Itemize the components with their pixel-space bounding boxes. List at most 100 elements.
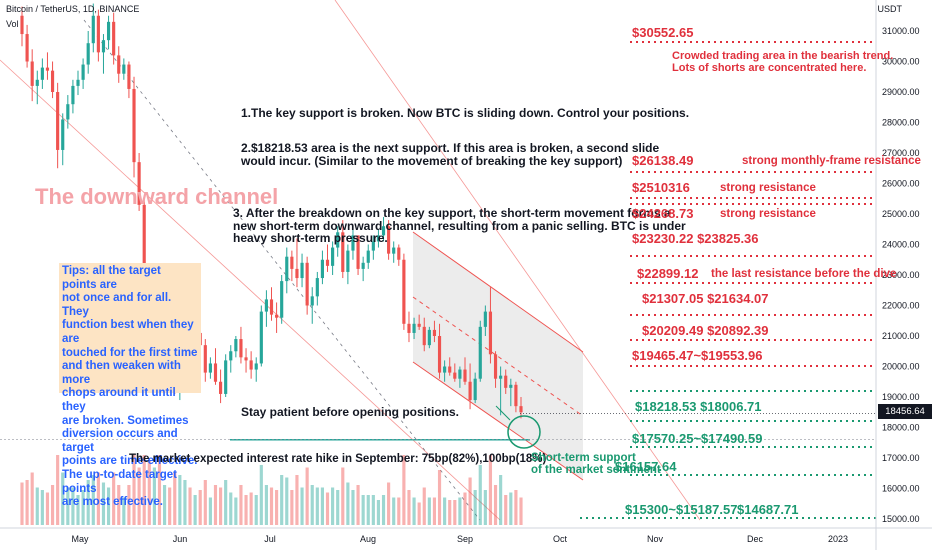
level-r9: $19465.47~$19553.96 [632,348,763,363]
y-tick-label: 16000.00 [882,484,920,494]
overlays [0,41,876,519]
volume-bar [259,465,263,525]
candle-body [117,55,121,74]
candle-body [239,339,243,358]
candle-body [443,366,447,373]
candle-body [351,235,355,251]
volume-bar [443,497,447,525]
candle-body [285,256,289,282]
support-circle [507,415,541,449]
volume-bar [244,495,248,525]
volume-bar [478,465,482,525]
volume-bar [519,497,523,525]
level-s4: $15300~$15187.57 [625,502,738,517]
candle-body [346,250,350,272]
volume-bar [152,467,156,525]
volume-bar [290,490,294,525]
x-tick-label: 2023 [828,534,848,544]
y-tick-label: 20000.00 [882,362,920,372]
volume-bar [269,487,274,525]
level-r6: $22899.12 [637,266,699,281]
volume-bar [96,472,100,525]
volume-bar [162,485,167,525]
candle-body [478,326,482,379]
volume-bar [351,490,355,525]
volume-bar [208,497,212,525]
candle-body [310,296,314,306]
candle-body [417,323,421,327]
tip-line: are broken. Sometimes [62,414,189,427]
volume-bar [407,490,411,525]
candle-body [514,384,518,407]
candle-body [305,262,309,306]
volume-bar [514,490,518,525]
volume-bar [142,455,146,525]
candle-body [213,363,218,382]
level-r6-desc: the last resistance before the dive [711,268,897,280]
price-axis: 15000.00 16000.00 17000.00 18000.00 19000.00… [875,0,920,550]
volume-bar [132,455,136,525]
candle-body [264,299,268,312]
volume-bars [20,455,523,525]
candle-body [234,339,238,352]
volume-bar [178,475,182,525]
candle-body [106,21,111,41]
level-s3: $16157.64 [615,459,677,474]
volume-bar [392,497,396,525]
candle-body [295,268,299,279]
candle-body [86,43,90,65]
volume-bar [315,487,319,525]
volume-bar [305,467,309,525]
volume-bar [91,475,95,525]
volume-bar [499,475,503,525]
volume-indicator-label[interactable]: Vol [6,19,19,29]
candle-body [448,366,452,373]
volume-bar [157,455,162,525]
candle-body [315,278,319,297]
candle-body [341,232,345,272]
tip-line: chops around it until they [62,387,176,413]
volume-bar [427,497,431,525]
symbol-title[interactable]: Bitcoin / TetherUS, 1D, BINANCE [6,4,140,14]
candle-body [30,61,34,86]
volume-bar [387,482,391,525]
candle-body [519,406,523,413]
candle-body [229,351,233,361]
tip-line: are most effective. [62,496,163,509]
note-patience: Stay patient before opening positions. [241,405,460,419]
candle-body [376,235,381,242]
note-rate-hike: The market expected interest rate hike i… [129,453,547,465]
y-tick-label: 19000.00 [882,392,920,402]
candle-body [402,259,406,324]
volume-bar [458,497,462,525]
candle-body [112,21,116,56]
volume-bar [371,495,375,525]
volume-bar [341,467,345,525]
candle-body [208,363,212,373]
candle-body [219,381,223,394]
volume-bar [295,475,299,525]
volume-bar [493,485,498,525]
volume-bar [468,477,472,525]
candle-body [259,311,263,364]
volume-bar [198,490,202,525]
volume-bar [50,485,55,525]
channel-upper-line [412,231,584,353]
y-tick-label: 27000.00 [882,148,920,158]
candle-body [366,250,370,263]
level-r2-desc: strong monthly-frame resistance [742,155,921,167]
volume-bar [183,480,187,525]
background-layer [0,0,701,521]
x-tick-label: Aug [360,534,376,544]
candle-body [325,259,330,266]
short-term-support-line2: of the market sentiment [531,464,661,476]
x-tick-label: May [71,534,89,544]
channel-mid-line [412,296,584,417]
candle-body [142,204,146,285]
volume-bar [203,480,207,525]
volume-bar [336,490,340,525]
volume-bar [30,472,34,525]
volume-bar [229,492,233,525]
tip-line: The up-to-date target points [62,468,177,495]
candle-body [25,34,29,62]
